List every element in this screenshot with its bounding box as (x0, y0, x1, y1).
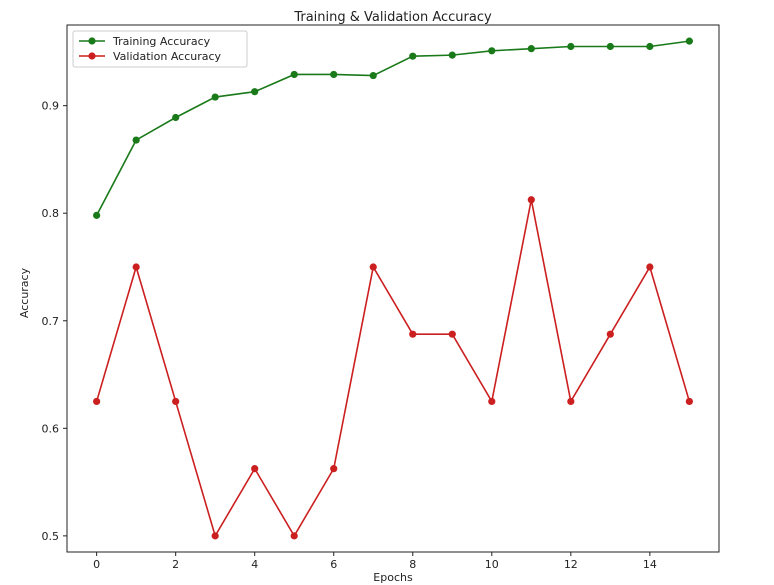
x-axis-ticks: 0 2 4 6 8 10 12 14 (93, 552, 657, 571)
y-tick-label: 0.5 (42, 530, 60, 543)
training-accuracy-line (95, 40, 690, 216)
training-accuracy-point (132, 136, 140, 144)
validation-accuracy-point (527, 196, 535, 204)
legend: Training Accuracy Validation Accuracy (72, 30, 248, 68)
training-accuracy-point (527, 45, 535, 53)
training-accuracy-point (369, 71, 377, 80)
training-accuracy-point (330, 70, 338, 79)
training-accuracy-point (93, 211, 101, 219)
validation-accuracy-point (251, 465, 259, 473)
training-accuracy-point (646, 42, 654, 51)
legend-training-accuracy-marker (88, 37, 96, 45)
plot-area (66, 24, 720, 553)
legend-validation-accuracy-label: Validation Accuracy (113, 50, 222, 63)
validation-accuracy-point (606, 330, 614, 338)
validation-accuracy-point (369, 263, 377, 271)
x-tick-label: 8 (409, 558, 416, 571)
x-tick-label: 10 (485, 558, 499, 571)
training-accuracy-point (211, 93, 219, 101)
validation-accuracy-point (132, 263, 140, 271)
training-accuracy-point (685, 37, 693, 45)
x-tick-label: 2 (172, 558, 179, 571)
y-tick-label: 0.7 (42, 315, 60, 328)
legend-validation-accuracy-marker (88, 52, 96, 60)
validation-accuracy-point (646, 263, 654, 271)
training-accuracy-point (448, 51, 456, 59)
validation-accuracy-point (448, 330, 456, 338)
x-tick-label: 0 (93, 558, 100, 571)
validation-accuracy-point (172, 397, 180, 406)
x-tick-label: 4 (251, 558, 258, 571)
chart-title: Training & Validation Accuracy (293, 10, 492, 25)
training-accuracy-point (251, 88, 259, 96)
legend-box (72, 30, 248, 68)
validation-accuracy-point (685, 397, 693, 406)
validation-accuracy-point (211, 532, 219, 540)
validation-accuracy-point (488, 397, 496, 406)
legend-training-accuracy-label: Training Accuracy (112, 35, 211, 48)
validation-accuracy-point (93, 397, 101, 406)
x-axis-label: Epochs (373, 571, 413, 584)
validation-accuracy-line (95, 199, 691, 538)
validation-accuracy-point (409, 330, 417, 338)
series-layer (93, 37, 693, 540)
training-accuracy-point (606, 42, 614, 51)
validation-accuracy-point (567, 397, 575, 406)
training-accuracy-point (409, 52, 417, 60)
validation-accuracy-point (330, 465, 338, 473)
y-axis-ticks: 0.5 0.6 0.7 0.8 0.9 (42, 100, 67, 543)
validation-accuracy-point (290, 532, 298, 540)
y-tick-label: 0.8 (42, 207, 60, 220)
training-accuracy-point (290, 70, 298, 79)
y-tick-label: 0.6 (42, 422, 60, 435)
x-tick-label: 12 (564, 558, 578, 571)
training-accuracy-point (488, 47, 496, 55)
training-accuracy-point (567, 42, 575, 51)
y-tick-label: 0.9 (42, 100, 60, 113)
training-accuracy-point (172, 113, 180, 122)
y-axis-label: Accuracy (18, 267, 31, 318)
x-tick-label: 6 (330, 558, 337, 571)
x-tick-label: 14 (643, 558, 657, 571)
